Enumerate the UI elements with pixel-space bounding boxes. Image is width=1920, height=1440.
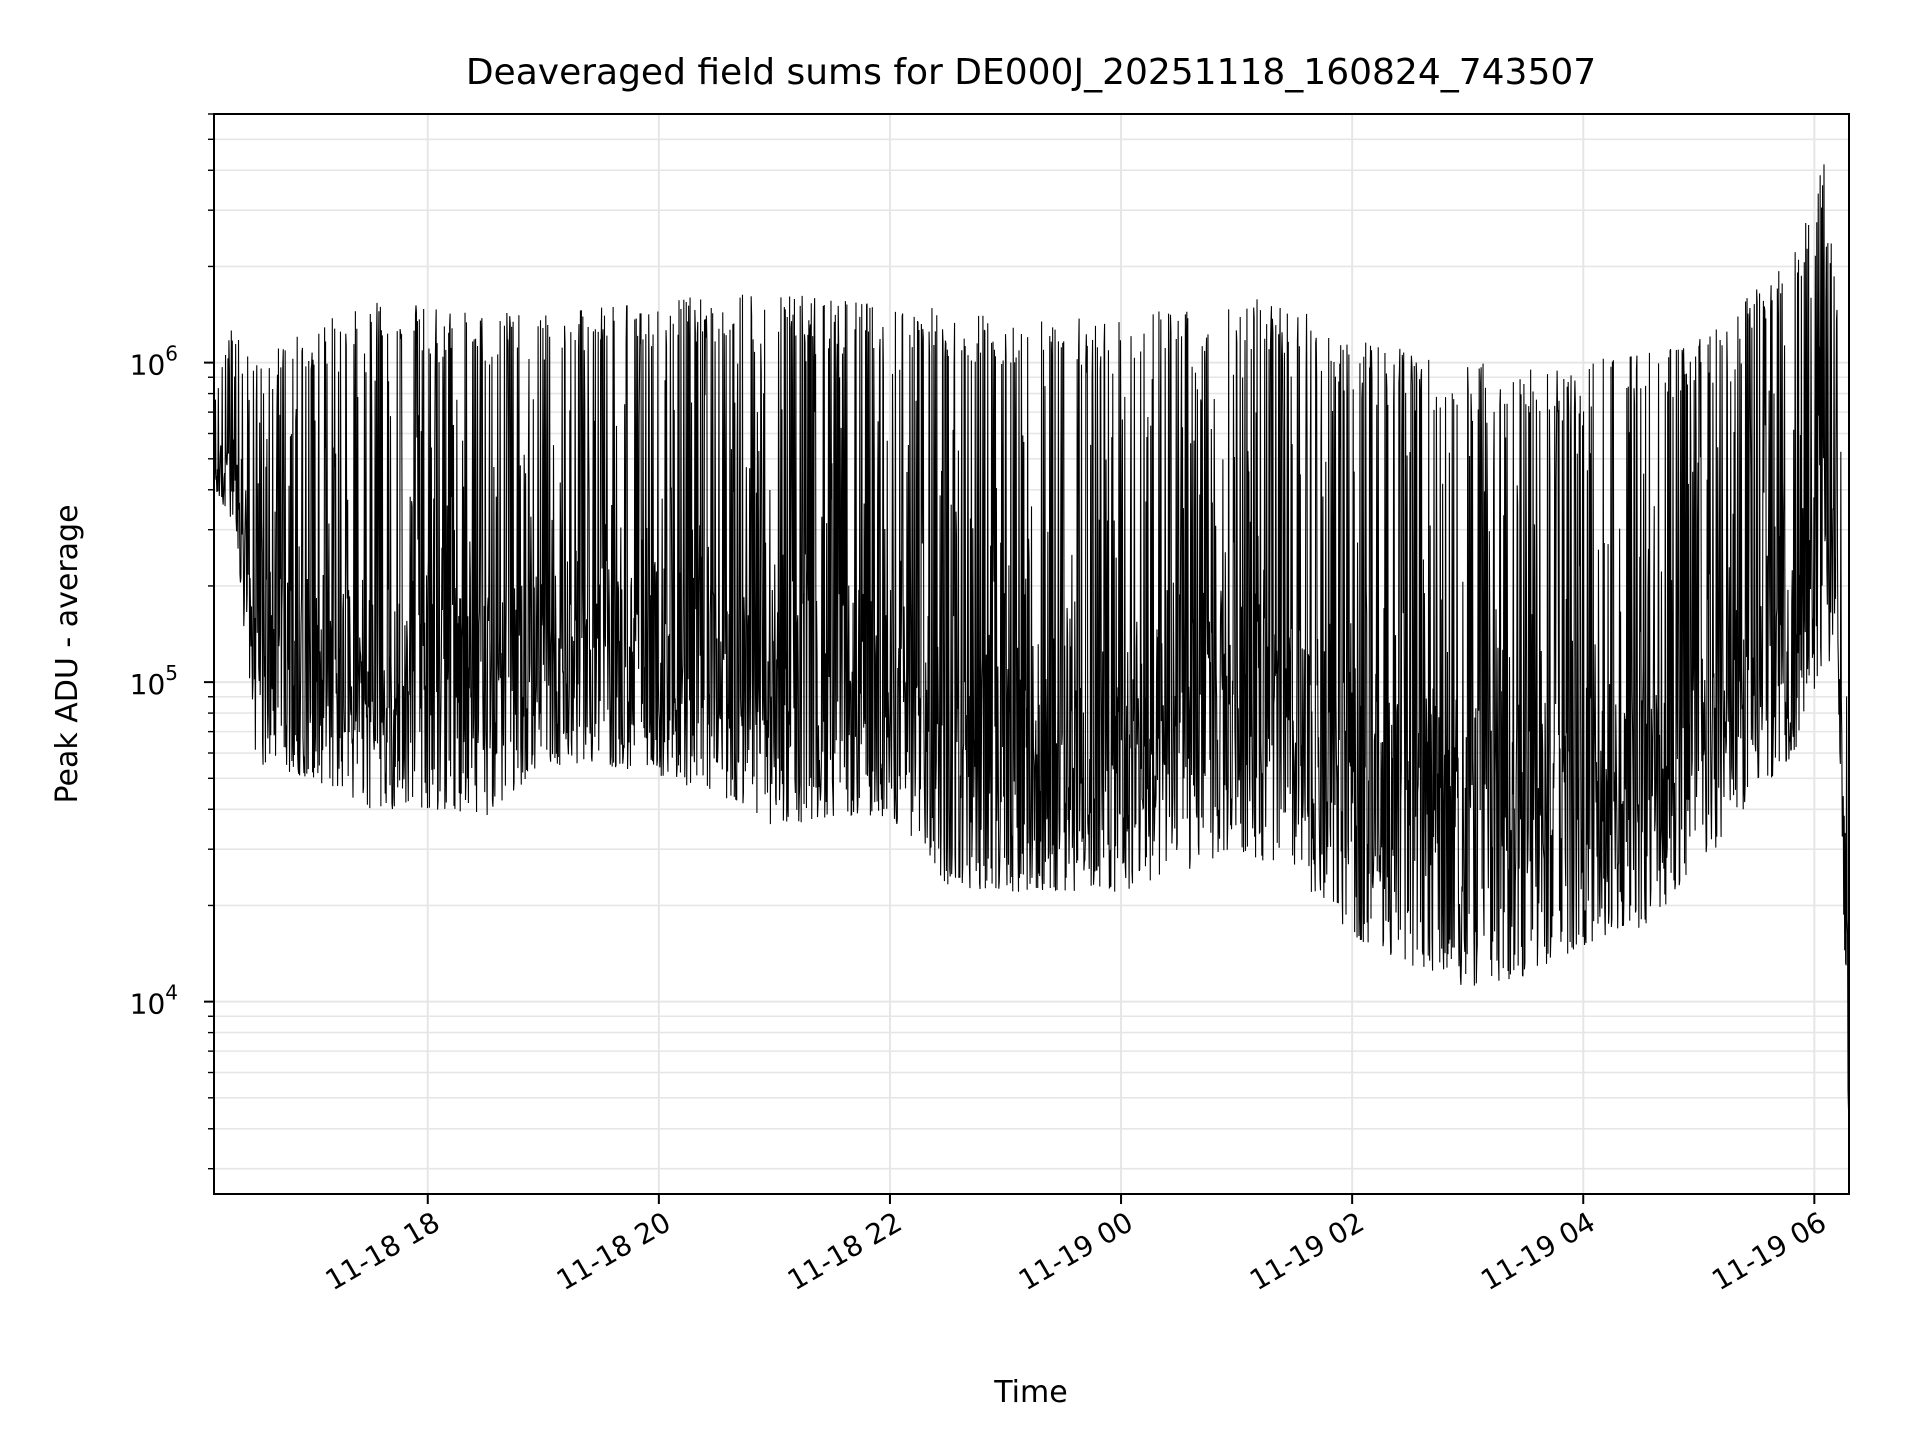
y-tick-label: 105 <box>130 661 178 701</box>
y-axis-label: Peak ADU - average <box>50 504 85 803</box>
plot-area <box>213 164 1850 1110</box>
y-tick-label: 106 <box>130 342 178 382</box>
series-line <box>213 164 1850 1110</box>
chart-title: Deaveraged field sums for DE000J_2025111… <box>466 52 1596 93</box>
x-axis-label: Time <box>993 1375 1067 1410</box>
y-tick-label: 104 <box>130 981 178 1021</box>
y-axis: 104 105 106 <box>130 113 214 1170</box>
plot-frame <box>213 113 1850 1195</box>
